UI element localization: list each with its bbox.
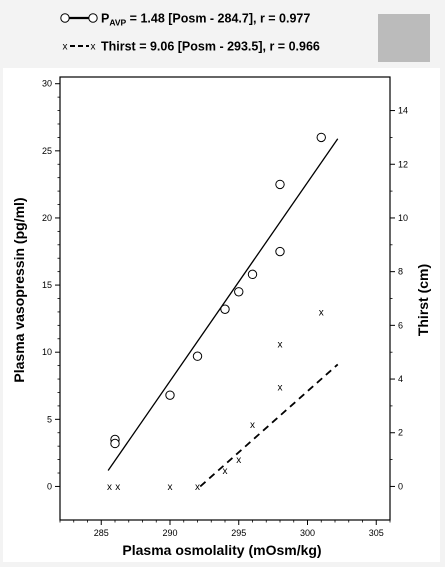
thirst-point: x <box>168 482 173 493</box>
thirst-point: x <box>278 340 283 351</box>
thirst-point: x <box>223 466 228 477</box>
corner-gray-box <box>378 14 430 62</box>
y-left-tick-label: 5 <box>47 414 52 424</box>
y-right-axis-label: Thirst (cm) <box>415 264 431 336</box>
avp-point <box>316 132 326 143</box>
x-axis-label: Plasma osmolality (mOsm/kg) <box>122 542 321 558</box>
y-right-tick-label: 0 <box>398 481 403 491</box>
legend-x-marker: x <box>63 42 68 53</box>
x-tick-label: 300 <box>300 528 315 538</box>
thirst-point: x <box>278 383 283 394</box>
avp-point <box>234 287 244 297</box>
legend-x-marker: x <box>91 42 96 53</box>
avp-point <box>275 246 285 257</box>
x-tick-label: 305 <box>369 528 384 538</box>
y-right-tick-label: 12 <box>398 159 408 169</box>
y-right-tick-label: 2 <box>398 428 403 438</box>
y-left-tick-label: 25 <box>42 146 52 156</box>
avp-fit-line <box>107 138 339 471</box>
y-left-axis-label: Plasma vasopressin (pg/ml) <box>11 197 27 382</box>
x-tick-label: 295 <box>231 528 246 538</box>
legend-circle-marker <box>88 13 98 23</box>
thirst-fit-line <box>199 363 339 488</box>
fit-lines <box>107 138 339 488</box>
thirst-point: x <box>319 307 324 318</box>
y-left-tick-label: 20 <box>42 213 52 223</box>
y-right-tick-label: 8 <box>398 267 403 277</box>
thirst-point: x <box>195 482 200 493</box>
thirst-point: x <box>115 482 120 493</box>
y-left-tick-label: 30 <box>42 79 52 89</box>
x-tick-label: 290 <box>162 528 177 538</box>
y-right-tick-label: 6 <box>398 320 403 330</box>
avp-point <box>247 269 258 280</box>
x-tick-label: 285 <box>94 528 109 538</box>
legend-circle-marker <box>60 13 70 23</box>
avp-point <box>110 438 120 449</box>
y-left-tick-label: 15 <box>42 280 52 290</box>
figure-panel <box>3 68 440 562</box>
y-left-tick-label: 0 <box>47 481 52 491</box>
y-right-tick-label: 10 <box>398 213 408 223</box>
avp-point <box>165 390 175 400</box>
thirst-point: x <box>107 482 112 493</box>
y-right-tick-label: 14 <box>398 106 408 116</box>
thirst-point: x <box>250 420 255 431</box>
thirst-point: x <box>236 455 241 466</box>
legend-entry-thirst: Thirst = 9.06 [Posm - 293.5], r = 0.966 <box>101 40 320 54</box>
y-left-tick-label: 10 <box>42 347 52 357</box>
avp-point <box>220 304 230 314</box>
avp-point <box>275 179 285 190</box>
legend-entry-avp: PAVP = 1.48 [Posm - 284.7], r = 0.977 <box>101 12 310 28</box>
y-right-tick-label: 4 <box>398 374 403 384</box>
avp-point <box>192 351 203 361</box>
